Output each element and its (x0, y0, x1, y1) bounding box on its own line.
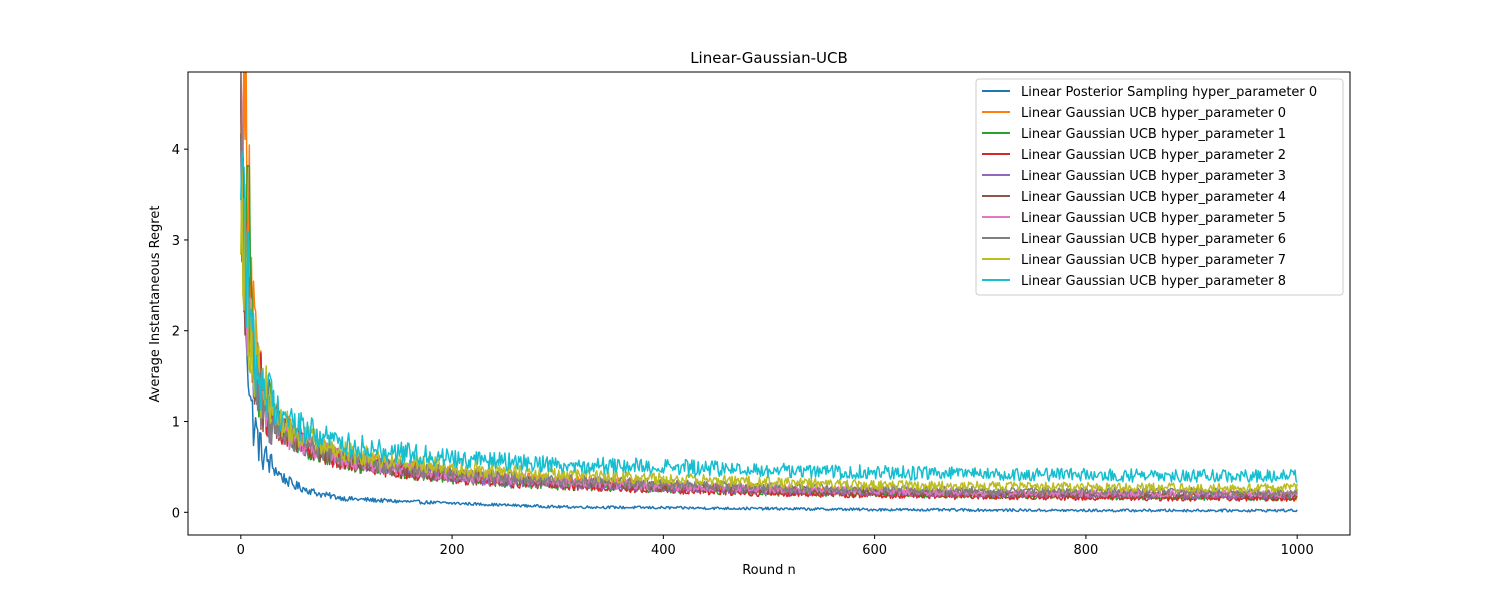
y-axis-title: Average Instantaneous Regret (148, 206, 163, 403)
x-tick-label: 800 (1073, 543, 1098, 558)
x-tick-label: 600 (862, 543, 887, 558)
x-axis-title: Round n (742, 563, 796, 578)
legend-label: Linear Gaussian UCB hyper_parameter 7 (1021, 253, 1286, 268)
legend-box (975, 78, 1344, 296)
legend-label: Linear Gaussian UCB hyper_parameter 4 (1021, 190, 1286, 205)
series-line-9 (240, 150, 1298, 483)
series-line-0 (240, 133, 1298, 513)
x-tick-label: 0 (237, 543, 245, 558)
legend: Linear Posterior Sampling hyper_paramete… (975, 78, 1344, 296)
legend-label: Linear Gaussian UCB hyper_parameter 3 (1021, 169, 1286, 184)
y-tick-label: 1 (172, 416, 180, 431)
legend-label: Linear Gaussian UCB hyper_parameter 6 (1021, 232, 1286, 247)
legend-label: Linear Gaussian UCB hyper_parameter 5 (1021, 211, 1286, 226)
chart-title: Linear-Gaussian-UCB (690, 49, 848, 67)
legend-label: Linear Gaussian UCB hyper_parameter 1 (1021, 127, 1286, 142)
series-line-8 (240, 166, 1298, 493)
legend-label: Linear Posterior Sampling hyper_paramete… (1021, 85, 1317, 100)
x-tick-label: 200 (440, 543, 465, 558)
y-tick-label: 4 (172, 143, 180, 158)
legend-label: Linear Gaussian UCB hyper_parameter 2 (1021, 148, 1286, 163)
plot-area (240, 72, 1298, 513)
x-tick-label: 400 (651, 543, 676, 558)
x-tick-label: 1000 (1281, 543, 1314, 558)
y-tick-label: 3 (172, 234, 180, 249)
legend-label: Linear Gaussian UCB hyper_parameter 0 (1021, 106, 1286, 121)
legend-label: Linear Gaussian UCB hyper_parameter 8 (1021, 274, 1286, 289)
y-tick-label: 2 (172, 325, 180, 340)
axes: 0 200 400 600 800 1000 0 1 2 3 4 (172, 71, 1351, 558)
plot-frame (187, 71, 1351, 536)
y-tick-label: 0 (172, 506, 180, 521)
